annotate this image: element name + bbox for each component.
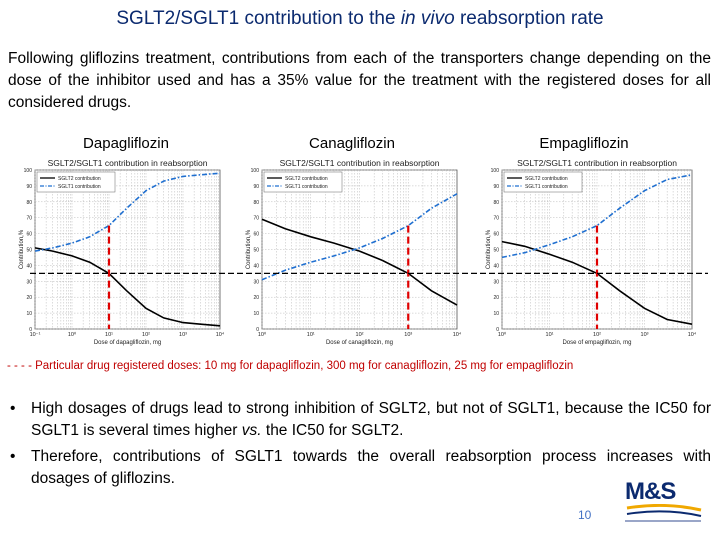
- logo-text: M&S: [625, 478, 676, 505]
- x-tick-label: 10⁻¹: [30, 332, 41, 338]
- y-tick-label: 20: [253, 295, 259, 301]
- dose-footnote: - - - - Particular drug registered doses…: [7, 360, 574, 372]
- x-tick-label: 10¹: [546, 332, 554, 338]
- y-tick-label: 30: [253, 279, 259, 285]
- x-axis-label: Dose of canagliflozin, mg: [326, 340, 393, 346]
- y-tick-label: 60: [26, 232, 32, 238]
- x-tick-label: 10⁰: [258, 331, 267, 338]
- title-text-post: reabsorption rate: [454, 8, 604, 29]
- drug-label-dapagliflozin: Dapagliflozin: [83, 135, 169, 152]
- y-tick-label: 60: [253, 232, 259, 238]
- sglt1-series-line: [261, 193, 458, 281]
- x-tick-label: 10¹: [105, 332, 113, 338]
- x-tick-label: 10²: [142, 332, 150, 338]
- bullet1-text-em: vs.: [241, 422, 262, 439]
- y-tick-label: 50: [253, 248, 259, 254]
- legend-box: [263, 171, 343, 193]
- bullet1-text-a: High dosages of drugs lead to strong inh…: [31, 400, 711, 439]
- chart-legend: SGLT2 contribution SGLT1 contribution: [263, 171, 343, 193]
- y-tick-label: 80: [493, 200, 499, 206]
- y-tick-label: 50: [493, 248, 499, 254]
- x-tick-label: 10³: [179, 332, 187, 338]
- legend-entry: SGLT2 contribution: [285, 176, 328, 182]
- y-tick-label: 90: [26, 184, 32, 190]
- x-tick-label: 10³: [404, 332, 412, 338]
- y-tick-label: 0: [256, 327, 259, 333]
- legend-entry: SGLT1 contribution: [525, 184, 568, 190]
- chart-title: SGLT2/SGLT1 contribution in reabsorption: [48, 158, 208, 168]
- y-tick-label: 20: [26, 295, 32, 301]
- chart-canagliflozin: 0 10 20 30 40 50 60 70 80 90 100 10⁰ 10¹ 10² 10³ 10⁴ SGL…: [246, 158, 462, 346]
- chart-legend: SGLT2 contribution SGLT1 contribution: [503, 171, 583, 193]
- y-tick-label: 30: [493, 279, 499, 285]
- x-axis-label: Dose of dapagliflozin, mg: [94, 340, 161, 346]
- x-axis-label: Dose of empagliflozin, mg: [562, 340, 631, 346]
- y-tick-label: 60: [493, 232, 499, 238]
- title-text-pre: SGLT2/SGLT1 contribution to the: [116, 8, 401, 29]
- sglt2-series-line: [261, 218, 458, 306]
- y-tick-label: 10: [253, 311, 259, 317]
- y-tick-label: 50: [26, 248, 32, 254]
- y-tick-label: 10: [26, 311, 32, 317]
- y-tick-label: 70: [253, 216, 259, 222]
- bullet-item: High dosages of drugs lead to strong inh…: [8, 398, 711, 442]
- chart-title: SGLT2/SGLT1 contribution in reabsorption: [517, 158, 677, 168]
- x-tick-label: 10⁴: [688, 331, 697, 338]
- y-tick-label: 100: [491, 168, 500, 174]
- x-tick-label: 10⁰: [68, 331, 77, 338]
- y-axis-label: Contribution,%: [246, 229, 252, 269]
- legend-entry: SGLT1 contribution: [285, 184, 328, 190]
- legend-entry: SGLT2 contribution: [58, 176, 101, 182]
- drug-label-canagliflozin: Canagliflozin: [309, 135, 395, 152]
- sglt2-series-line: [34, 247, 221, 327]
- bullet1-text-b: the IC50 for SGLT2.: [261, 422, 404, 439]
- x-tick-label: 10¹: [307, 332, 315, 338]
- y-tick-label: 100: [24, 168, 33, 174]
- chart-legend: SGLT2 contribution SGLT1 contribution: [36, 171, 116, 193]
- x-tick-label: 10²: [593, 332, 601, 338]
- sglt1-series-line: [501, 174, 693, 259]
- company-logo: M&S: [625, 478, 703, 524]
- y-tick-label: 80: [253, 200, 259, 206]
- y-tick-label: 0: [29, 327, 32, 333]
- y-axis-label: Contribution,%: [19, 229, 25, 269]
- chart-dapagliflozin: 0 10 20 30 40 50 60 70 80 90 100 10⁻¹ 10⁰ 10¹ 10² 10³ 10…: [19, 158, 225, 346]
- bullet-item: Therefore, contributions of SGLT1 toward…: [8, 446, 711, 490]
- legend-box: [36, 171, 116, 193]
- y-tick-label: 40: [253, 263, 259, 269]
- y-axis-label: Contribution,%: [486, 229, 492, 269]
- sglt1-series-line: [34, 172, 221, 252]
- y-tick-label: 70: [26, 216, 32, 222]
- y-tick-label: 90: [493, 184, 499, 190]
- y-tick-label: 40: [493, 263, 499, 269]
- title-text-em: in vivo: [400, 8, 455, 29]
- x-tick-label: 10⁰: [498, 331, 507, 338]
- page-number: 10: [578, 508, 592, 522]
- legend-entry: SGLT1 contribution: [58, 184, 101, 190]
- slide-title: SGLT2/SGLT1 contribution to the in vivo …: [0, 8, 720, 30]
- y-tick-label: 10: [493, 311, 499, 317]
- y-tick-label: 70: [493, 216, 499, 222]
- chart-empagliflozin: 0 10 20 30 40 50 60 70 80 90 100 10⁰ 10¹ 10² 10³ 10⁴ SGL…: [486, 158, 697, 346]
- legend-entry: SGLT2 contribution: [525, 176, 568, 182]
- y-tick-label: 40: [26, 263, 32, 269]
- y-tick-label: 100: [251, 168, 260, 174]
- x-tick-label: 10³: [641, 332, 649, 338]
- x-tick-label: 10⁴: [216, 331, 225, 338]
- logo-swoosh-icon: [625, 504, 702, 522]
- drug-label-empagliflozin: Empagliflozin: [539, 135, 629, 152]
- y-tick-label: 80: [26, 200, 32, 206]
- legend-box: [503, 171, 583, 193]
- chart-title: SGLT2/SGLT1 contribution in reabsorption: [280, 158, 440, 168]
- y-tick-label: 90: [253, 184, 259, 190]
- y-tick-label: 20: [493, 295, 499, 301]
- y-tick-label: 30: [26, 279, 32, 285]
- x-tick-label: 10²: [356, 332, 364, 338]
- x-tick-label: 10⁴: [453, 331, 462, 338]
- bullet-list: High dosages of drugs lead to strong inh…: [8, 398, 711, 494]
- y-tick-label: 0: [496, 327, 499, 333]
- intro-paragraph: Following gliflozins treatment, contribu…: [8, 50, 711, 111]
